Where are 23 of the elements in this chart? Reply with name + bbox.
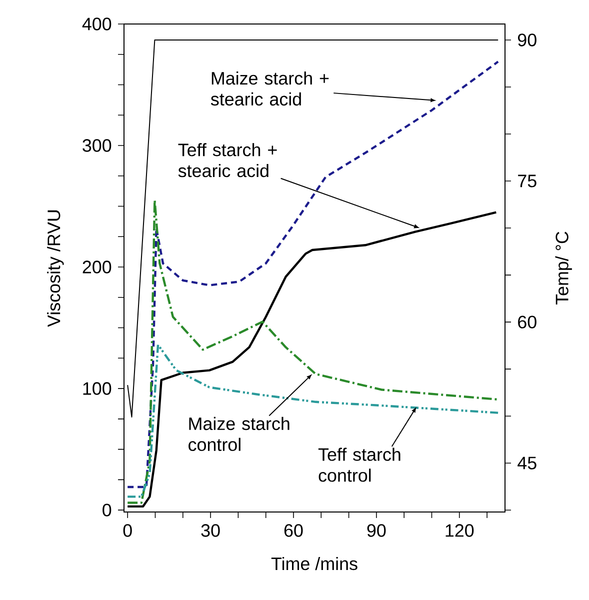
- line-series: [126, 60, 500, 488]
- y-tick-label: 300: [82, 139, 112, 152]
- x-tick-label: 60: [284, 524, 303, 537]
- y2-tick-label: 45: [518, 456, 536, 470]
- y2-tick-label: 90: [518, 34, 536, 46]
- y2-tick-label: 60: [518, 316, 536, 328]
- x-axis-title: Time /mins: [271, 556, 358, 570]
- x-tick-label: 0: [123, 524, 132, 537]
- y-tick-label: 100: [83, 382, 112, 395]
- x-tick-label: 90: [367, 524, 386, 537]
- annotation: Maize starch control: [188, 416, 290, 451]
- x-tick-label: 30: [201, 524, 220, 537]
- y2-tick-label: 75: [518, 174, 536, 188]
- y-axis-title: Viscosity /RVU: [47, 210, 64, 327]
- line-series: [126, 344, 500, 498]
- y-tick-label: 200: [82, 260, 112, 274]
- annotation: Teff starch + stearic acid: [178, 143, 277, 178]
- y2-axis-title: Temp/ °C: [555, 232, 572, 305]
- y-tick-label: 0: [102, 504, 112, 516]
- annotation: Teff starch control: [318, 448, 400, 482]
- x-tick-label: 120: [446, 524, 474, 537]
- annotation: Maize starch + stearic acid: [210, 71, 329, 106]
- y-tick-label: 400: [82, 18, 112, 30]
